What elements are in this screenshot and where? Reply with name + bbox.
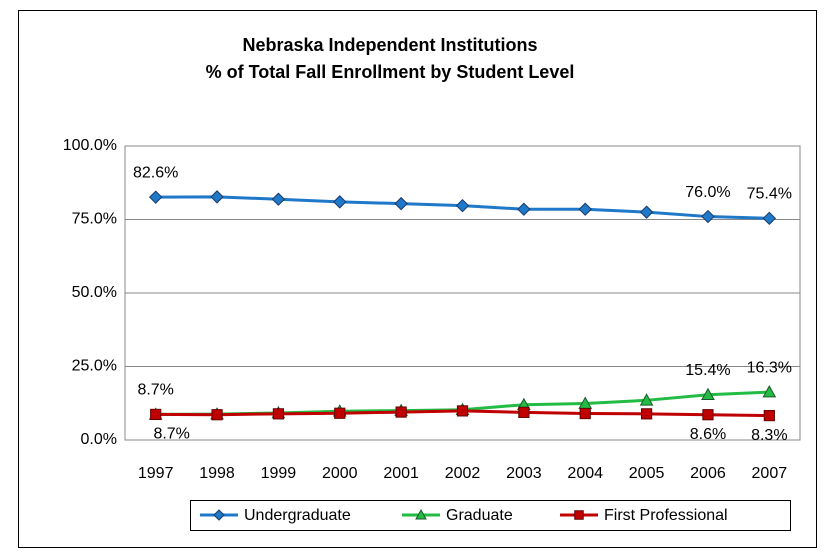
x-tick-label: 1999: [261, 465, 297, 482]
point: [702, 409, 714, 421]
data-label: 76.0%: [685, 184, 730, 201]
data-label: 8.7%: [153, 426, 189, 443]
point: [762, 385, 777, 398]
y-tick-label: 25.0%: [72, 358, 117, 375]
data-label: 75.4%: [747, 186, 792, 203]
x-tick-label: 2005: [629, 465, 665, 482]
y-tick-label: 75.0%: [72, 211, 117, 228]
chart-title: Nebraska Independent Institutions: [242, 35, 537, 55]
y-tick-label: 100.0%: [63, 137, 117, 154]
point: [701, 209, 715, 224]
x-tick-label: 2003: [506, 465, 542, 482]
chart-title: % of Total Fall Enrollment by Student Le…: [206, 62, 575, 82]
point: [517, 202, 531, 216]
x-tick-label: 1998: [199, 465, 235, 482]
point: [211, 409, 223, 421]
y-tick-label: 0.0%: [81, 431, 117, 448]
chart-frame: [18, 10, 817, 548]
x-tick-label: 2007: [752, 465, 788, 482]
point: [455, 198, 470, 213]
point: [518, 406, 530, 418]
legend-marker: [415, 508, 427, 520]
legend-label: First Professional: [604, 507, 728, 524]
point: [579, 407, 591, 420]
point: [762, 211, 777, 226]
point: [701, 387, 715, 401]
data-label: 82.6%: [133, 164, 178, 181]
x-tick-label: 2001: [383, 465, 419, 482]
data-label: 8.6%: [690, 426, 726, 443]
point: [272, 408, 285, 420]
plot-area: [124, 145, 801, 441]
data-label: 15.4%: [685, 362, 730, 379]
point: [578, 202, 592, 216]
x-tick-label: 2006: [690, 465, 726, 482]
point: [456, 405, 469, 417]
point: [395, 406, 407, 418]
point: [639, 393, 654, 406]
legend-marker: [574, 510, 584, 520]
data-label: 16.3%: [747, 359, 792, 376]
point: [763, 409, 775, 422]
point: [640, 408, 653, 420]
point: [210, 190, 224, 204]
x-tick-label: 2002: [445, 465, 481, 482]
legend-label: Graduate: [446, 507, 513, 524]
legend-marker: [213, 509, 225, 521]
point: [394, 196, 408, 211]
data-label: 8.7%: [137, 382, 173, 399]
point: [150, 408, 162, 421]
y-tick-label: 50.0%: [72, 284, 117, 301]
legend-box: [190, 500, 791, 531]
data-label: 8.3%: [751, 427, 787, 444]
point: [148, 190, 163, 204]
legend-label: Undergraduate: [244, 507, 351, 524]
x-tick-label: 2004: [567, 465, 603, 482]
point: [271, 192, 286, 206]
x-tick-label: 1997: [138, 465, 174, 482]
point: [333, 195, 347, 209]
point: [639, 205, 654, 219]
x-tick-label: 2000: [322, 465, 358, 482]
point: [334, 407, 346, 419]
